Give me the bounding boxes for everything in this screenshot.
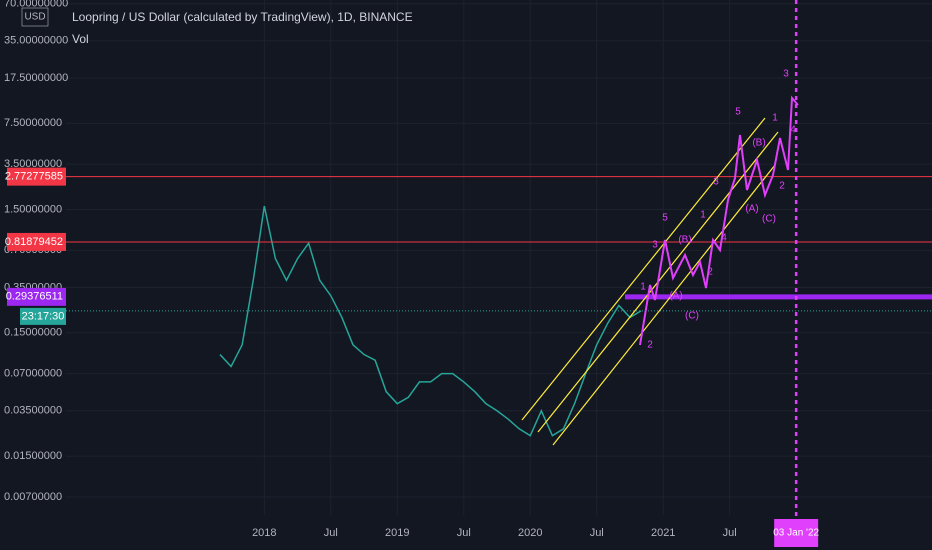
y-tick-label: 17.50000000: [4, 72, 68, 84]
wave-label: 2: [707, 267, 713, 278]
wave-label: (A): [745, 204, 758, 215]
x-tick-label: 2018: [252, 527, 276, 539]
wave-label: 2: [647, 340, 653, 351]
subtitle: Vol: [72, 32, 89, 46]
marker-label: 03 Jan '22: [773, 528, 819, 539]
y-tick-label: 0.15000000: [4, 327, 62, 339]
wave-label: 4: [721, 233, 727, 244]
chart-title: Loopring / US Dollar (calculated by Trad…: [72, 10, 413, 24]
x-tick-label: 2019: [385, 527, 409, 539]
wave-label: 1: [772, 113, 778, 124]
wave-label: 5: [735, 107, 741, 118]
level-label-box: [7, 167, 66, 186]
x-tick-label: 2020: [518, 527, 542, 539]
x-tick-label: Jul: [590, 527, 604, 539]
level-label-box: [7, 232, 66, 251]
price-line: [219, 205, 642, 437]
plot: [66, 0, 932, 518]
level-label-box: [7, 287, 66, 306]
wave-label: 1: [640, 282, 646, 293]
currency: USD: [24, 12, 45, 23]
wave-path: [639, 95, 799, 346]
wave-label: (A): [669, 291, 682, 302]
countdown: 23:17:30: [22, 310, 65, 322]
x-tick-label: Jul: [324, 527, 338, 539]
y-tick-label: 0.01500000: [4, 450, 62, 462]
y-tick-label: 1.50000000: [4, 203, 62, 215]
level-label: 0.29376511: [6, 291, 63, 303]
wave-label: 4: [790, 125, 796, 136]
level-label: 0.81879452: [5, 236, 63, 248]
wave-label: 1: [700, 210, 706, 221]
y-tick-label: 0.03500000: [4, 405, 62, 417]
y-tick-label: 0.07000000: [4, 368, 62, 380]
y-tick-label: 7.50000000: [4, 117, 62, 129]
wave-label: (B): [752, 138, 765, 149]
wave-label: (B): [678, 235, 691, 246]
marker-label-box: [774, 519, 819, 547]
wave-label: (C): [685, 311, 699, 322]
y-tick-label: 35.00000000: [4, 35, 68, 47]
channel-line: [521, 117, 766, 421]
wave-label: 3: [783, 69, 789, 80]
level-label: 2.77277585: [5, 171, 63, 183]
y-tick-label: 0.00700000: [4, 491, 62, 503]
y-tick-label: 70.00000000: [4, 0, 68, 10]
x-tick-label: Jul: [723, 527, 737, 539]
x-tick-label: Jul: [457, 527, 471, 539]
grid: [66, 0, 932, 515]
y-tick-label: 3.50000000: [4, 158, 62, 170]
wave-label: 2: [779, 181, 785, 192]
wave-label: (C): [762, 214, 776, 225]
wave-label: 3: [652, 240, 658, 251]
x-tick-label: 2021: [651, 527, 675, 539]
channel-line: [552, 164, 776, 446]
currency-box: [21, 7, 49, 27]
countdown-box: [20, 307, 66, 325]
wave-label: 3: [713, 177, 719, 188]
wave-label: 5: [662, 213, 668, 224]
overlay: 70.00000000 35.00000000 17.50000000 7.50000…: [4, 0, 820, 547]
